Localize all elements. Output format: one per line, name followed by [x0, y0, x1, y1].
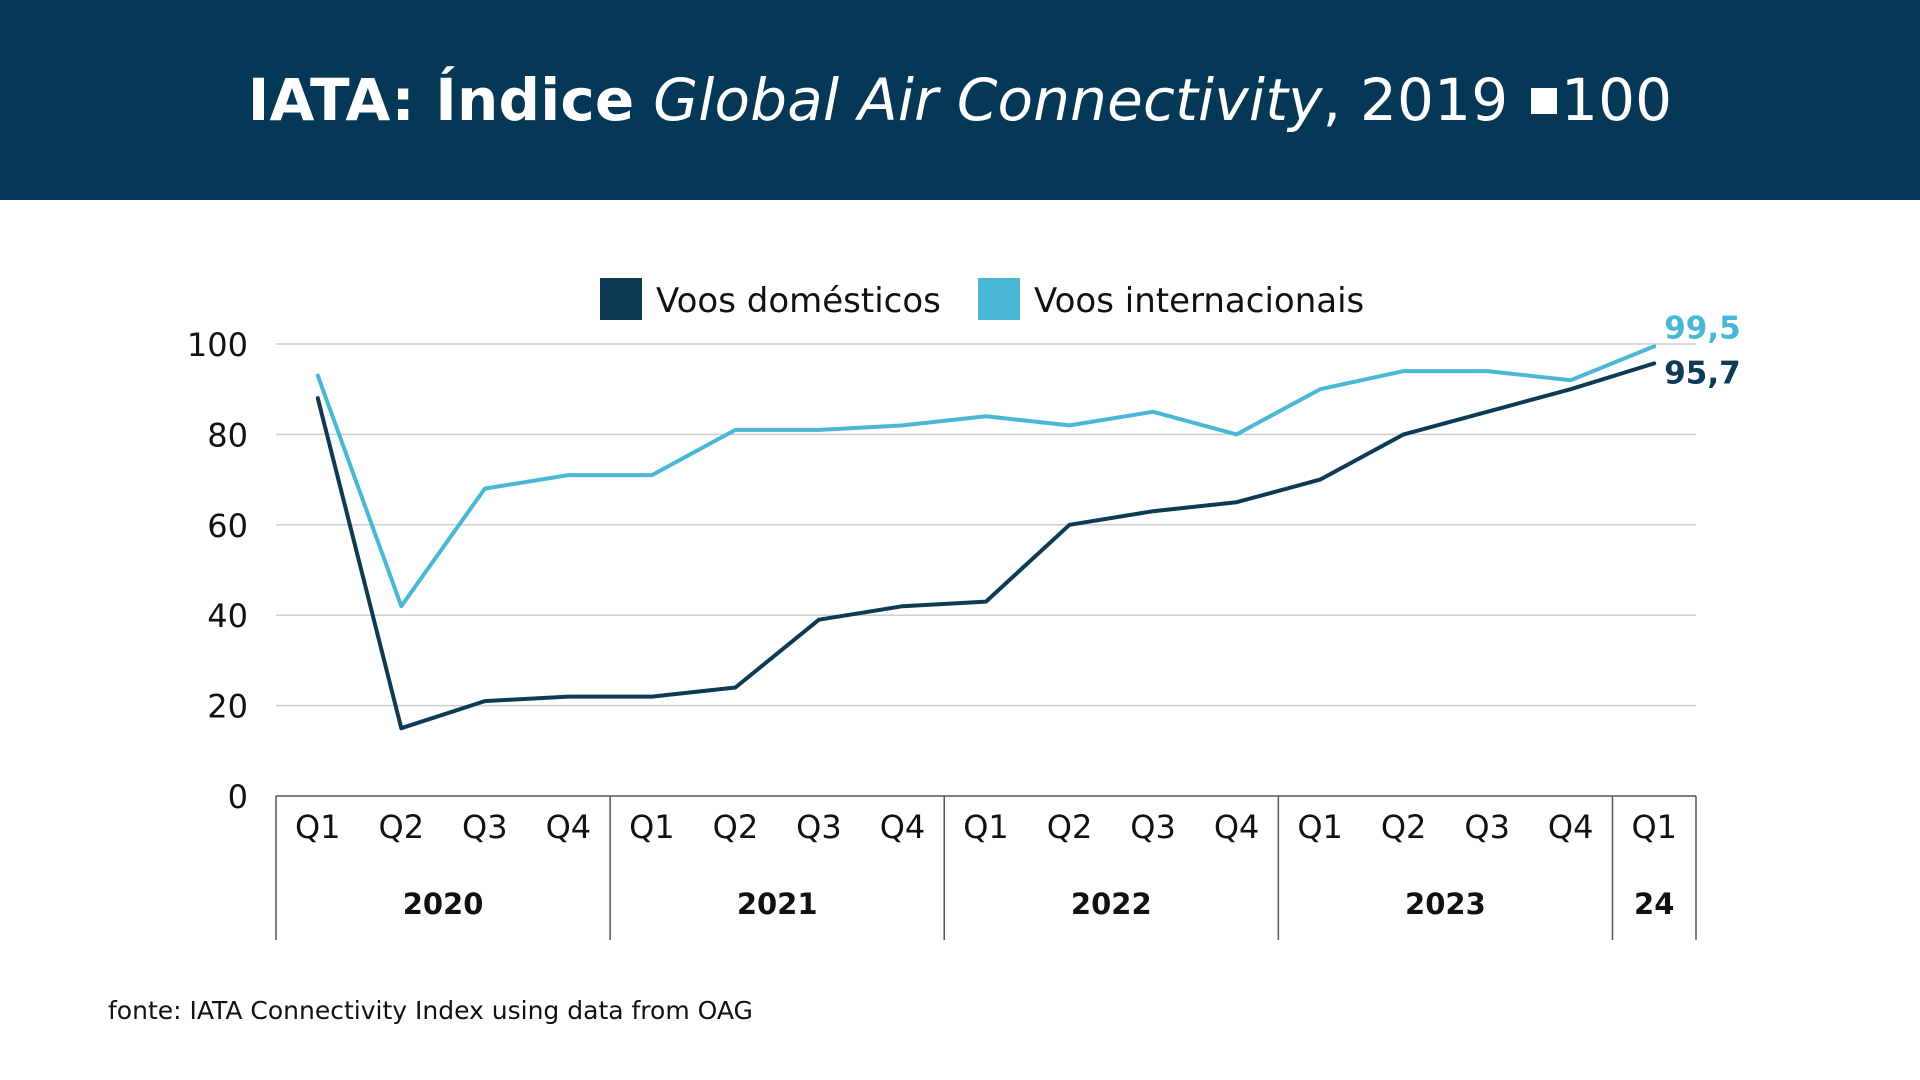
x-tick-label: Q2: [379, 808, 425, 846]
title-value: 100: [1560, 66, 1673, 134]
chart-title: IATA: Índice Global Air Connectivity, 20…: [248, 66, 1673, 134]
x-tick-label: Q2: [1381, 808, 1427, 846]
title-year: 2019: [1359, 66, 1509, 134]
y-tick-label-60: 60: [207, 507, 248, 545]
year-group-label: 2021: [737, 887, 818, 921]
legend-swatch-1: [600, 278, 642, 320]
year-group-label: 2022: [1071, 887, 1152, 921]
x-tick-label: Q1: [963, 808, 1009, 846]
x-tick-label: Q1: [1631, 808, 1677, 846]
x-tick-label: Q4: [546, 808, 592, 846]
x-tick-label: Q1: [295, 808, 341, 846]
title-italic: Global Air Connectivity: [653, 66, 1323, 134]
x-tick-label: Q4: [880, 808, 926, 846]
x-tick-label: Q2: [1047, 808, 1093, 846]
series-line-domestic: [315, 361, 1657, 731]
series-line-international: [315, 344, 1657, 609]
x-tick-label: Q3: [796, 808, 842, 846]
legend-label-1: Voos domésticos: [656, 281, 941, 321]
x-tick-label: Q3: [1464, 808, 1510, 846]
end-value-label-international: 99,5: [1664, 310, 1741, 346]
x-tick-label: Q4: [1548, 808, 1594, 846]
legend-swatch-2: [978, 278, 1020, 320]
x-tick-label: Q3: [462, 808, 508, 846]
x-tick-label: Q1: [1297, 808, 1343, 846]
chart-header: IATA: Índice Global Air Connectivity, 20…: [0, 0, 1920, 200]
year-group-label: 2020: [403, 887, 484, 921]
title-comma: ,: [1322, 66, 1342, 134]
x-tick-label: Q1: [629, 808, 675, 846]
x-tick-label: Q4: [1214, 808, 1260, 846]
line-chart: Voos domésticos Voos internacionais 0 20 40 6…: [187, 278, 1741, 940]
end-value-label-domestic: 95,7: [1664, 355, 1741, 391]
x-tick-label: Q3: [1130, 808, 1176, 846]
source-note: fonte: IATA Connectivity Index using dat…: [108, 996, 753, 1025]
year-group-label: 24: [1634, 887, 1674, 921]
chart-area: Voos domésticos Voos internacionais 0 20 40 6…: [0, 200, 1920, 1080]
y-tick-label-100: 100: [187, 326, 248, 364]
x-tick-label: Q2: [713, 808, 759, 846]
y-tick-label-40: 40: [207, 597, 248, 635]
y-tick-label-20: 20: [207, 688, 248, 726]
year-group-label: 2023: [1405, 887, 1486, 921]
square-icon: [1530, 87, 1557, 114]
title-bold: IATA: Índice: [247, 66, 635, 134]
y-tick-label-0: 0: [228, 778, 248, 816]
legend-label-2: Voos internacionais: [1034, 281, 1364, 321]
y-tick-label-80: 80: [207, 416, 248, 454]
